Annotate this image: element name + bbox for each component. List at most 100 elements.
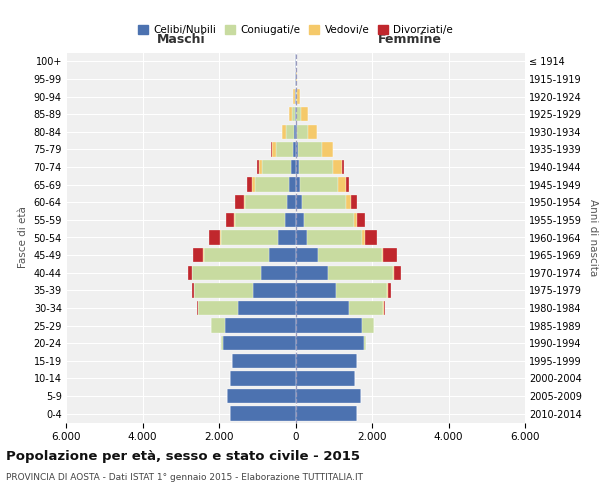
Bar: [383, 301, 385, 315]
Bar: [192, 266, 261, 280]
Bar: [271, 142, 272, 156]
Bar: [257, 160, 259, 174]
Bar: [296, 178, 300, 192]
Bar: [226, 212, 235, 227]
Bar: [388, 283, 391, 298]
Bar: [204, 248, 269, 262]
Y-axis label: Anni di nascita: Anni di nascita: [587, 199, 598, 276]
Bar: [285, 212, 296, 227]
Bar: [296, 266, 328, 280]
Bar: [253, 283, 296, 298]
Bar: [245, 195, 287, 210]
Bar: [188, 266, 192, 280]
Bar: [211, 318, 225, 333]
Bar: [383, 248, 397, 262]
Bar: [352, 195, 358, 210]
Bar: [307, 230, 362, 244]
Bar: [299, 160, 332, 174]
Bar: [382, 248, 383, 262]
Bar: [232, 354, 296, 368]
Bar: [287, 195, 296, 210]
Bar: [332, 142, 334, 156]
Text: PROVINCIA DI AOSTA - Dati ISTAT 1° gennaio 2015 - Elaborazione TUTTITALIA.IT: PROVINCIA DI AOSTA - Dati ISTAT 1° genna…: [6, 472, 363, 482]
Bar: [364, 336, 366, 350]
Legend: Celibi/Nubili, Coniugati/e, Vedovi/e, Divorziati/e: Celibi/Nubili, Coniugati/e, Vedovi/e, Di…: [134, 20, 457, 39]
Bar: [296, 230, 307, 244]
Bar: [262, 160, 291, 174]
Bar: [294, 124, 296, 139]
Bar: [304, 212, 354, 227]
Bar: [358, 212, 365, 227]
Bar: [296, 212, 304, 227]
Bar: [278, 230, 296, 244]
Bar: [362, 230, 365, 244]
Bar: [235, 195, 244, 210]
Bar: [296, 371, 355, 386]
Bar: [296, 72, 297, 86]
Bar: [296, 389, 361, 404]
Bar: [346, 178, 349, 192]
Bar: [300, 178, 338, 192]
Bar: [238, 301, 296, 315]
Bar: [293, 142, 296, 156]
Bar: [293, 90, 295, 104]
Bar: [269, 248, 296, 262]
Bar: [292, 107, 295, 122]
Bar: [296, 301, 349, 315]
Bar: [328, 266, 393, 280]
Bar: [296, 318, 362, 333]
Bar: [322, 142, 332, 156]
Bar: [198, 301, 238, 315]
Text: Popolazione per età, sesso e stato civile - 2015: Popolazione per età, sesso e stato civil…: [6, 450, 360, 463]
Bar: [286, 124, 294, 139]
Bar: [298, 142, 322, 156]
Text: Maschi: Maschi: [157, 34, 205, 46]
Bar: [296, 336, 364, 350]
Bar: [289, 107, 292, 122]
Bar: [301, 107, 308, 122]
Bar: [296, 124, 308, 139]
Bar: [272, 142, 276, 156]
Bar: [254, 178, 289, 192]
Bar: [230, 371, 296, 386]
Bar: [394, 266, 401, 280]
Bar: [244, 195, 245, 210]
Bar: [319, 248, 382, 262]
Bar: [227, 389, 296, 404]
Bar: [349, 301, 383, 315]
Bar: [296, 142, 298, 156]
Bar: [296, 354, 356, 368]
Bar: [194, 283, 253, 298]
Bar: [296, 107, 301, 122]
Bar: [342, 160, 344, 174]
Bar: [191, 283, 194, 298]
Bar: [235, 212, 285, 227]
Bar: [296, 90, 297, 104]
Text: Femmine: Femmine: [378, 34, 442, 46]
Bar: [261, 266, 296, 280]
Bar: [247, 178, 253, 192]
Bar: [209, 230, 220, 244]
Bar: [221, 336, 223, 350]
Bar: [283, 124, 286, 139]
Bar: [296, 283, 335, 298]
Bar: [230, 406, 296, 421]
Bar: [296, 406, 356, 421]
Bar: [193, 248, 203, 262]
Bar: [296, 160, 299, 174]
Bar: [296, 248, 319, 262]
Bar: [302, 195, 346, 210]
Bar: [225, 318, 296, 333]
Bar: [297, 90, 300, 104]
Bar: [308, 124, 317, 139]
Bar: [223, 336, 296, 350]
Bar: [221, 230, 278, 244]
Bar: [346, 195, 352, 210]
Bar: [296, 195, 302, 210]
Bar: [276, 142, 293, 156]
Bar: [197, 301, 198, 315]
Bar: [259, 160, 262, 174]
Y-axis label: Fasce di età: Fasce di età: [18, 206, 28, 268]
Bar: [291, 160, 296, 174]
Bar: [362, 318, 374, 333]
